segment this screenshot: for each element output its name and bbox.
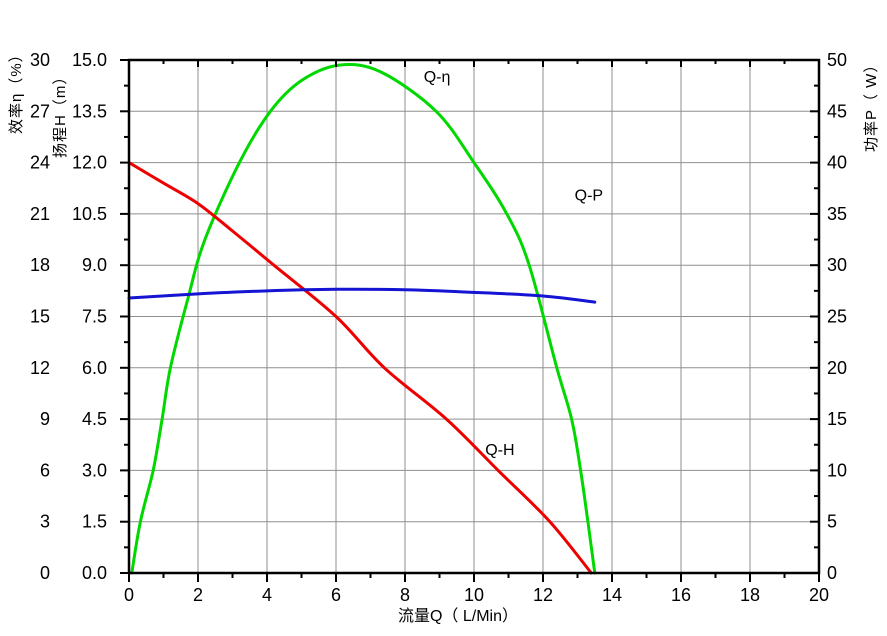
power-axis-tick-label: 35 — [827, 204, 847, 224]
head-axis-tick-label: 1.5 — [82, 512, 107, 532]
q-h-curve — [127, 161, 593, 575]
x-axis-tick-label: 0 — [124, 585, 134, 605]
x-axis-tick-label: 4 — [262, 585, 272, 605]
x-axis-tick-label: 12 — [533, 585, 553, 605]
x-axis-tick-label: 2 — [193, 585, 203, 605]
power-axis-tick-label: 0 — [827, 563, 837, 583]
x-axis-tick-label: 20 — [809, 585, 829, 605]
head-axis-tick-label: 12.0 — [72, 153, 107, 173]
head-axis-tick-label: 6.0 — [82, 358, 107, 378]
head-axis-tick-label: 7.5 — [82, 307, 107, 327]
eta-axis-tick-label: 21 — [30, 204, 50, 224]
eta-axis-tick-label: 3 — [40, 512, 50, 532]
q-h-curve-label: Q-H — [485, 442, 514, 459]
x-axis-tick-label: 14 — [602, 585, 622, 605]
q-eta-curve — [130, 63, 597, 575]
power-axis-tick-label: 40 — [827, 153, 847, 173]
power-axis-tick-label: 15 — [827, 409, 847, 429]
eta-axis-tick-label: 12 — [30, 358, 50, 378]
q-p-curve-label: Q-P — [575, 188, 603, 205]
head-axis-tick-label: 9.0 — [82, 255, 107, 275]
power-axis-tick-label: 50 — [827, 50, 847, 70]
head-axis-tick-label: 10.5 — [72, 204, 107, 224]
head-axis-tick-label: 15.0 — [72, 50, 107, 70]
power-axis-tick-label: 20 — [827, 358, 847, 378]
head-axis-tick-label: 3.0 — [82, 460, 107, 480]
eta-axis-tick-label: 15 — [30, 307, 50, 327]
power-axis-tick-label: 25 — [827, 307, 847, 327]
q-eta-curve-label: Q-η — [424, 69, 451, 86]
x-axis-tick-label: 8 — [400, 585, 410, 605]
head-axis-title: 扬程H（m） — [52, 69, 69, 158]
eta-axis-tick-label: 18 — [30, 255, 50, 275]
head-axis-tick-label: 0.0 — [82, 563, 107, 583]
eta-axis-tick-label: 6 — [40, 460, 50, 480]
x-axis-tick-label: 6 — [331, 585, 341, 605]
x-axis-tick-label: 18 — [740, 585, 760, 605]
head-axis-tick-label: 13.5 — [72, 101, 107, 121]
x-axis-tick-label: 16 — [671, 585, 691, 605]
eta-axis-tick-label: 27 — [30, 101, 50, 121]
power-axis-tick-label: 5 — [827, 512, 837, 532]
head-axis-tick-label: 4.5 — [82, 409, 107, 429]
eta-axis-tick-label: 24 — [30, 153, 50, 173]
power-axis-tick-label: 10 — [827, 460, 847, 480]
x-axis-tick-label: 10 — [464, 585, 484, 605]
eta-axis-tick-label: 9 — [40, 409, 50, 429]
eta-axis-tick-label: 30 — [30, 50, 50, 70]
efficiency-axis-title: 效率η（%） — [8, 46, 25, 134]
eta-axis-tick-label: 0 — [40, 563, 50, 583]
x-axis-title: 流量Q（ L/Min） — [398, 607, 518, 625]
power-axis-tick-label: 30 — [827, 255, 847, 275]
power-axis-title: 功率P（ W） — [863, 57, 880, 152]
q-p-curve — [127, 287, 597, 304]
power-axis-tick-label: 45 — [827, 101, 847, 121]
